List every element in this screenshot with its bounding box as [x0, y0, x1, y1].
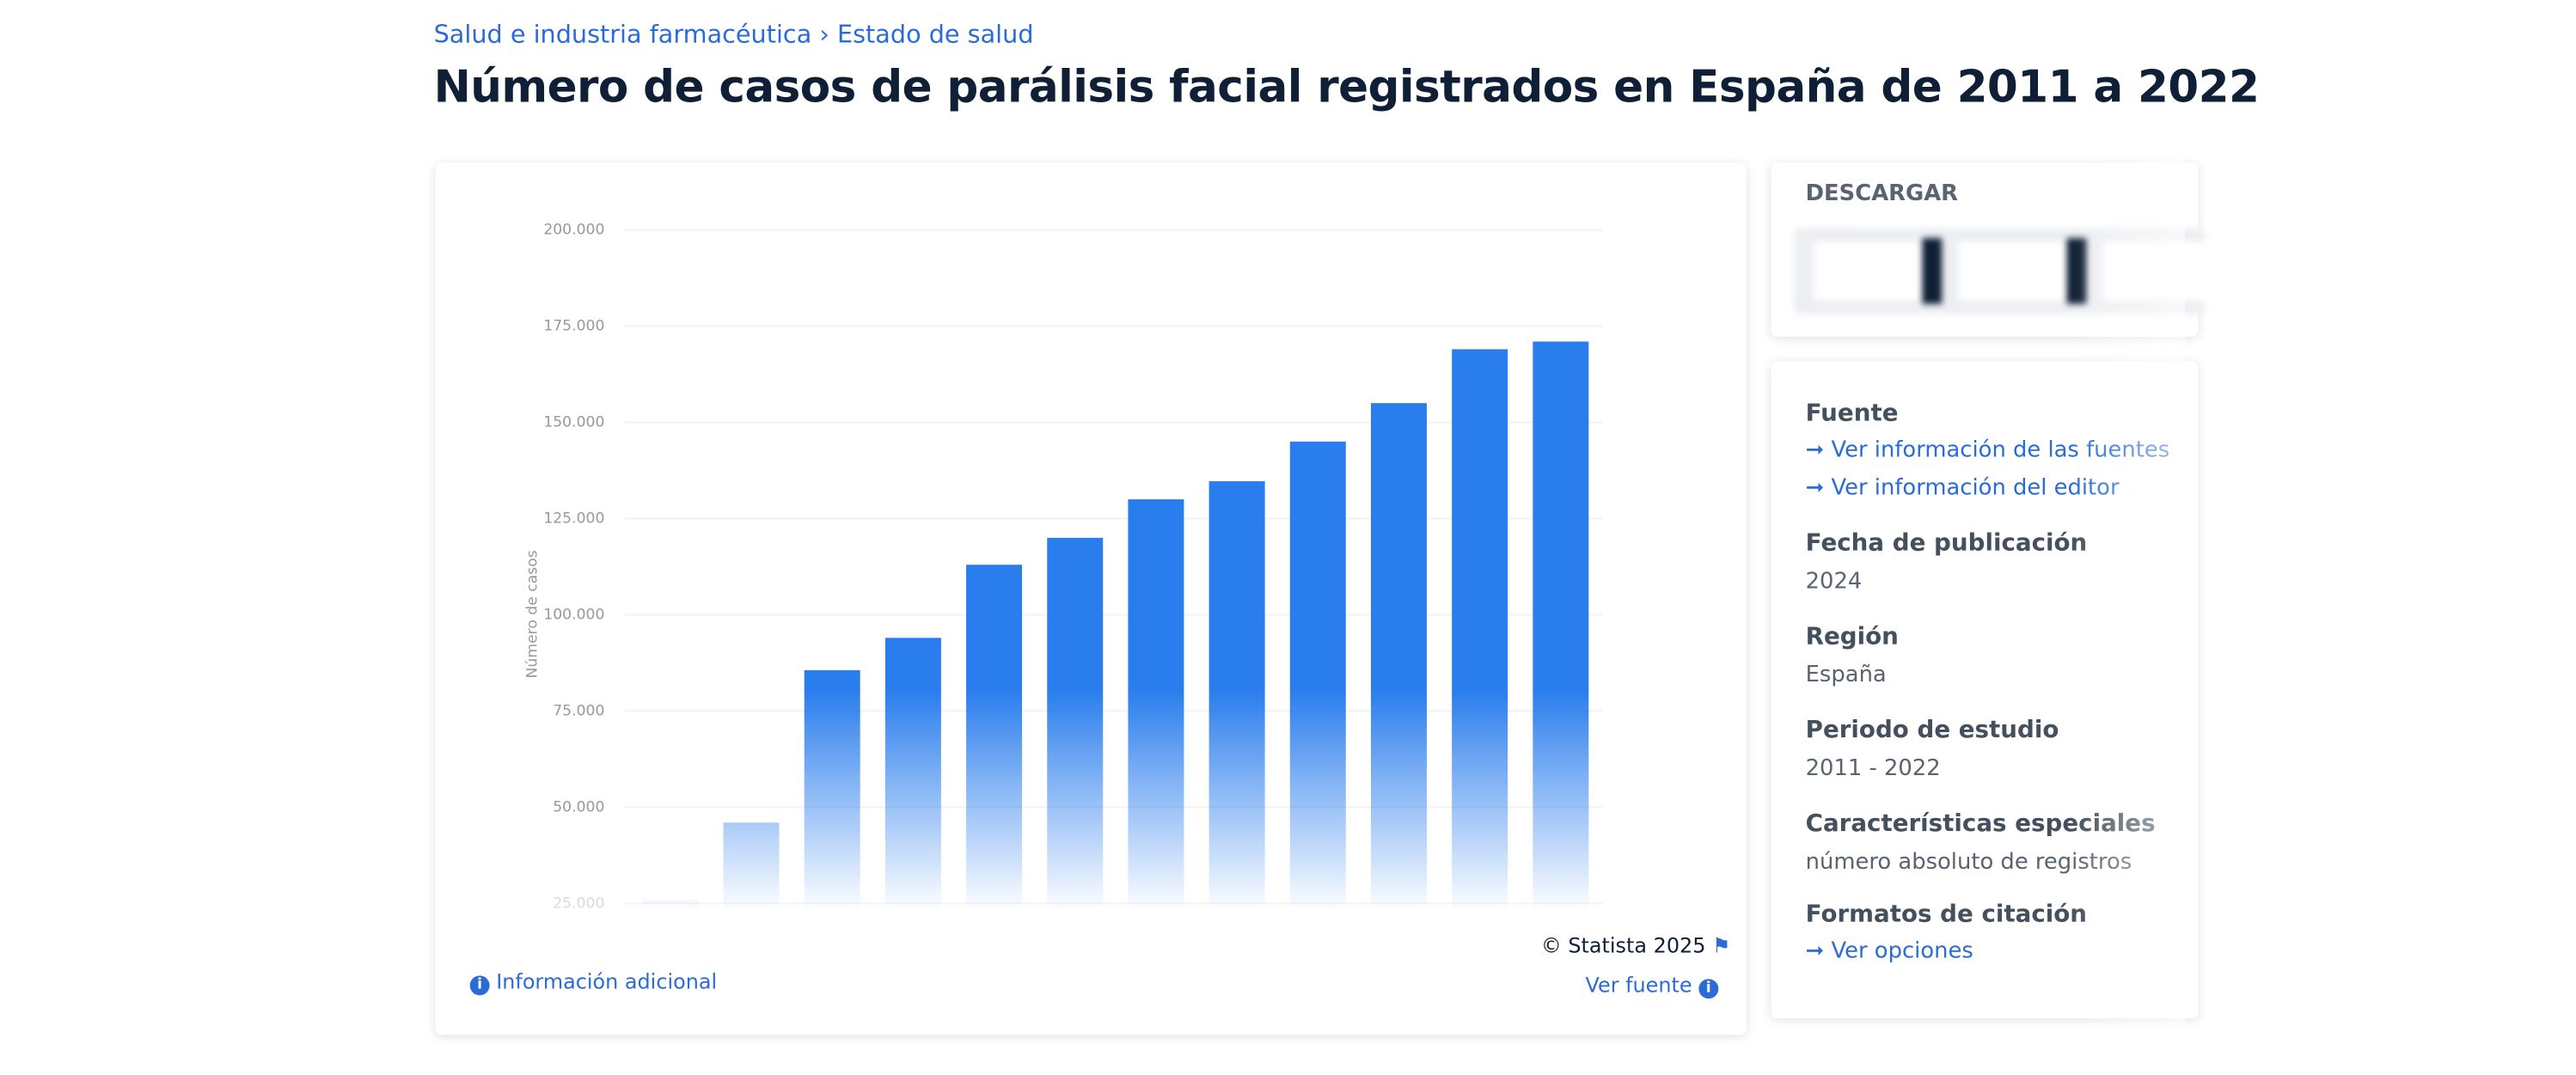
- breadcrumb-link[interactable]: Salud e industria farmacéutica: [433, 19, 812, 50]
- detail-label: Periodo de estudio: [1805, 718, 2059, 744]
- breadcrumb: Salud e industria farmacéutica › Estado …: [433, 19, 1034, 50]
- detail-label: Región: [1805, 624, 1899, 650]
- chart-card: Número de casos 25.000 50.000 75.000 100.00…: [435, 162, 1747, 1035]
- citation-link[interactable]: ➞ Ver opciones: [1805, 938, 1973, 964]
- y-tick-label: 25.000: [553, 895, 604, 912]
- info-text: Información adicional: [496, 968, 718, 994]
- bar: [1452, 349, 1508, 910]
- page-title: Número de casos de parálisis facial regi…: [433, 62, 2260, 113]
- detail-value: 2024: [1805, 568, 1863, 595]
- bar: [1047, 537, 1104, 910]
- bar: [966, 565, 1023, 910]
- source-text: Ver fuente: [1585, 972, 1692, 998]
- bar: [1128, 499, 1184, 910]
- bar: [723, 822, 780, 910]
- y-tick-label: 50.000: [553, 798, 604, 815]
- link-text: Ver opciones: [1831, 938, 1973, 964]
- edge-fade: [2070, 114, 2186, 1035]
- copyright-text: © Statista 2025: [1540, 932, 1706, 958]
- bar: [884, 638, 941, 910]
- source-link[interactable]: Ver fuente i: [1586, 973, 1719, 999]
- y-tick-label: 150.000: [543, 414, 604, 431]
- chart: Número de casos 25.000 50.000 75.000 100.00…: [523, 222, 1602, 912]
- bar: [1208, 481, 1265, 910]
- bar: [1370, 403, 1427, 910]
- breadcrumb-link[interactable]: Estado de salud: [837, 19, 1034, 50]
- detail-value: 2011 - 2022: [1805, 755, 1941, 782]
- detail-label: Fecha de publicación: [1805, 530, 2088, 557]
- y-tick-label: 75.000: [553, 702, 604, 719]
- bar: [642, 899, 699, 910]
- y-tick-label: 175.000: [543, 318, 604, 335]
- bar: [1533, 341, 1589, 910]
- download-title: DESCARGAR: [1805, 180, 1959, 207]
- copyright: © Statista 2025 ⚑: [1540, 932, 1731, 958]
- info-link[interactable]: i Información adicional: [469, 968, 718, 996]
- bar: [804, 669, 860, 910]
- detail-value: España: [1805, 662, 1887, 688]
- y-axis-label: Número de casos: [523, 550, 541, 678]
- source-title: Fuente: [1805, 400, 1899, 427]
- y-tick-label: 100.000: [543, 606, 604, 623]
- bar: [1289, 441, 1346, 910]
- y-tick-label: 200.000: [543, 222, 604, 239]
- y-tick-label: 125.000: [543, 510, 604, 527]
- citation-title: Formatos de citación: [1805, 901, 2088, 928]
